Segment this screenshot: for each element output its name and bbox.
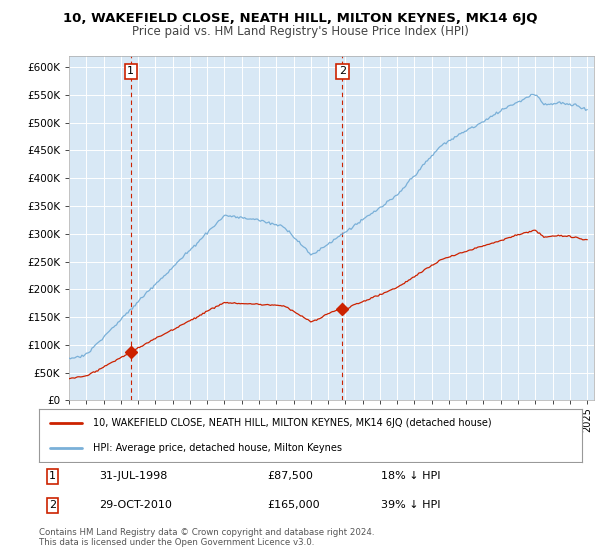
Text: 10, WAKEFIELD CLOSE, NEATH HILL, MILTON KEYNES, MK14 6JQ: 10, WAKEFIELD CLOSE, NEATH HILL, MILTON … [63,12,537,25]
Text: 2: 2 [49,501,56,511]
Text: Price paid vs. HM Land Registry's House Price Index (HPI): Price paid vs. HM Land Registry's House … [131,25,469,38]
Text: 31-JUL-1998: 31-JUL-1998 [99,472,167,482]
Text: 10, WAKEFIELD CLOSE, NEATH HILL, MILTON KEYNES, MK14 6JQ (detached house): 10, WAKEFIELD CLOSE, NEATH HILL, MILTON … [94,418,492,428]
Text: 2: 2 [339,66,346,76]
Text: 39% ↓ HPI: 39% ↓ HPI [381,501,440,511]
Text: 29-OCT-2010: 29-OCT-2010 [99,501,172,511]
Text: 1: 1 [127,66,134,76]
Text: £165,000: £165,000 [267,501,320,511]
Text: HPI: Average price, detached house, Milton Keynes: HPI: Average price, detached house, Milt… [94,442,342,452]
Text: £87,500: £87,500 [267,472,313,482]
Text: 1: 1 [49,472,56,482]
Text: 18% ↓ HPI: 18% ↓ HPI [381,472,440,482]
Text: Contains HM Land Registry data © Crown copyright and database right 2024.
This d: Contains HM Land Registry data © Crown c… [39,528,374,547]
